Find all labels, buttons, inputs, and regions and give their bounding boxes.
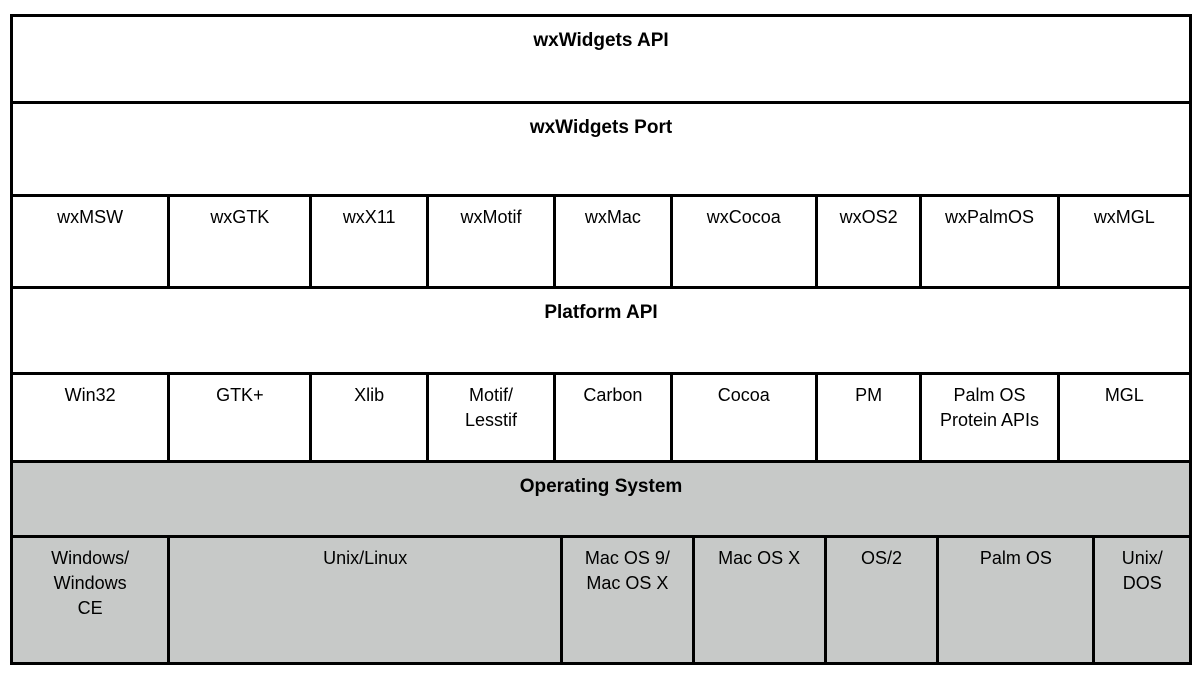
layer-table: wxWidgets API wxWidgets Port wxMSW wxGTK…: [10, 14, 1192, 665]
platform-cell-mgl: MGL: [1104, 385, 1144, 405]
port-cell-wxmgl: wxMGL: [1093, 207, 1155, 227]
port-cell-wxpalmos: wxPalmOS: [922, 197, 1060, 286]
os-cell-windows-windows-ce: Windows/ Windows CE: [13, 538, 171, 662]
band-wxwidgets-api: wxWidgets API: [13, 17, 1189, 104]
port-cell-wxcocoa: wxCocoa: [673, 197, 818, 286]
port-cell-wxx11: wxX11: [312, 197, 429, 286]
platform-cell-palm-os-protein-apis: Palm OS Protein APIs: [922, 375, 1060, 460]
band-wxwidgets-port: wxWidgets Port: [13, 104, 1189, 197]
platform-cell-pm: PM: [818, 375, 923, 460]
port-cell-wxos2: wxOS2: [818, 197, 923, 286]
os-cell-unix-linux: Unix/Linux: [170, 538, 564, 662]
band-os: Windows/ Windows CE Unix/Linux Mac OS 9/…: [13, 538, 1189, 662]
port-cell-wxmsw: wxMSW: [13, 197, 171, 286]
platform-cell-win32: Win32: [13, 375, 171, 460]
os-cell-palm-os: Palm OS: [939, 538, 1096, 662]
os-cell-mac-os-9-mac-os-x: Mac OS 9/ Mac OS X: [563, 538, 695, 662]
band-platform-api: Platform API: [13, 289, 1189, 375]
platform-cell-cocoa: Cocoa: [673, 375, 818, 460]
port-cell-wxmac: wxMac: [556, 197, 673, 286]
platform-cell-motif-lesstif: Motif/ Lesstif: [429, 375, 557, 460]
port-cell-wxmotif: wxMotif: [429, 197, 557, 286]
os-cell-unix-dos: Unix/ DOS: [1121, 548, 1163, 593]
platform-cell-carbon: Carbon: [556, 375, 673, 460]
platform-cell-gtk: GTK+: [170, 375, 313, 460]
platform-cell-xlib: Xlib: [312, 375, 429, 460]
port-cell-wxgtk: wxGTK: [170, 197, 313, 286]
band-operating-system: Operating System: [13, 463, 1189, 538]
os-cell-os2: OS/2: [827, 538, 940, 662]
band-ports: wxMSW wxGTK wxX11 wxMotif wxMac wxCocoa …: [13, 197, 1189, 289]
band-platforms: Win32 GTK+ Xlib Motif/ Lesstif Carbon Co…: [13, 375, 1189, 463]
os-cell-mac-os-x: Mac OS X: [695, 538, 827, 662]
